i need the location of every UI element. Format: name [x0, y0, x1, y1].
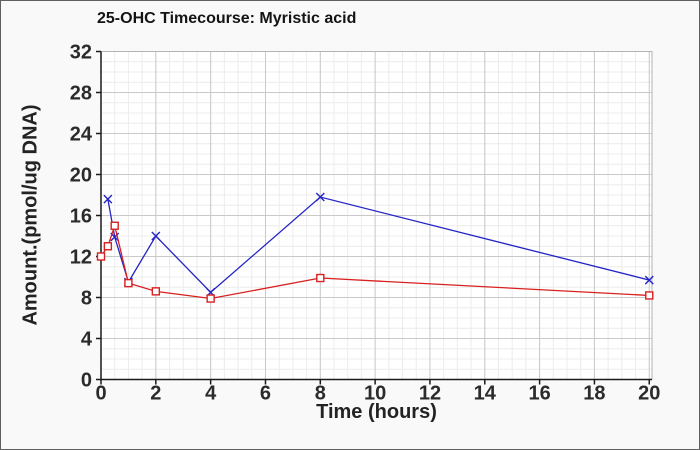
x-tick-label: 0: [95, 383, 106, 405]
y-tick-label: 28: [70, 83, 92, 105]
y-tick-label: 0: [81, 370, 92, 392]
y-tick-label: 32: [70, 42, 92, 64]
x-tick-label: 4: [205, 383, 217, 405]
x-tick-label: 20: [638, 383, 660, 405]
data-point-marker-square-red: [645, 291, 654, 300]
x-tick-label: 10: [364, 383, 386, 405]
y-tick-label: 16: [70, 206, 92, 228]
data-point-marker-x-blue: [103, 194, 113, 204]
x-tick-label: 6: [260, 383, 271, 405]
y-tick-label: 8: [81, 288, 92, 310]
y-tick-label: 20: [70, 165, 92, 187]
data-point-marker-square-red: [206, 294, 215, 303]
x-tick-label: 14: [474, 383, 497, 405]
chart-title: 25-OHC Timecourse: Myristic acid: [97, 10, 357, 27]
data-point-marker-x-blue: [644, 275, 654, 285]
data-point-marker-x-blue: [315, 192, 325, 202]
x-tick-label: 18: [583, 383, 605, 405]
y-tick-label: 4: [81, 329, 93, 351]
x-tick-label: 16: [528, 383, 550, 405]
x-tick-label: 12: [419, 383, 441, 405]
y-tick-label: 24: [70, 124, 93, 146]
x-tick-label: 2: [150, 383, 161, 405]
y-axis-label: Amount.(pmol/ug DNA): [19, 104, 42, 326]
x-axis-label: Time (hours): [316, 401, 437, 423]
data-point-marker-square-red: [316, 273, 325, 283]
data-point-marker-square-red: [103, 242, 113, 251]
data-point-marker-square-red: [96, 252, 106, 261]
data-point-marker-square-red: [124, 278, 133, 288]
x-tick-label: 8: [315, 383, 326, 405]
y-tick-label: 12: [70, 247, 92, 269]
data-point-marker-x-blue: [151, 231, 161, 241]
data-point-marker-square-red: [110, 221, 119, 230]
data-point-marker-square-red: [151, 287, 161, 296]
